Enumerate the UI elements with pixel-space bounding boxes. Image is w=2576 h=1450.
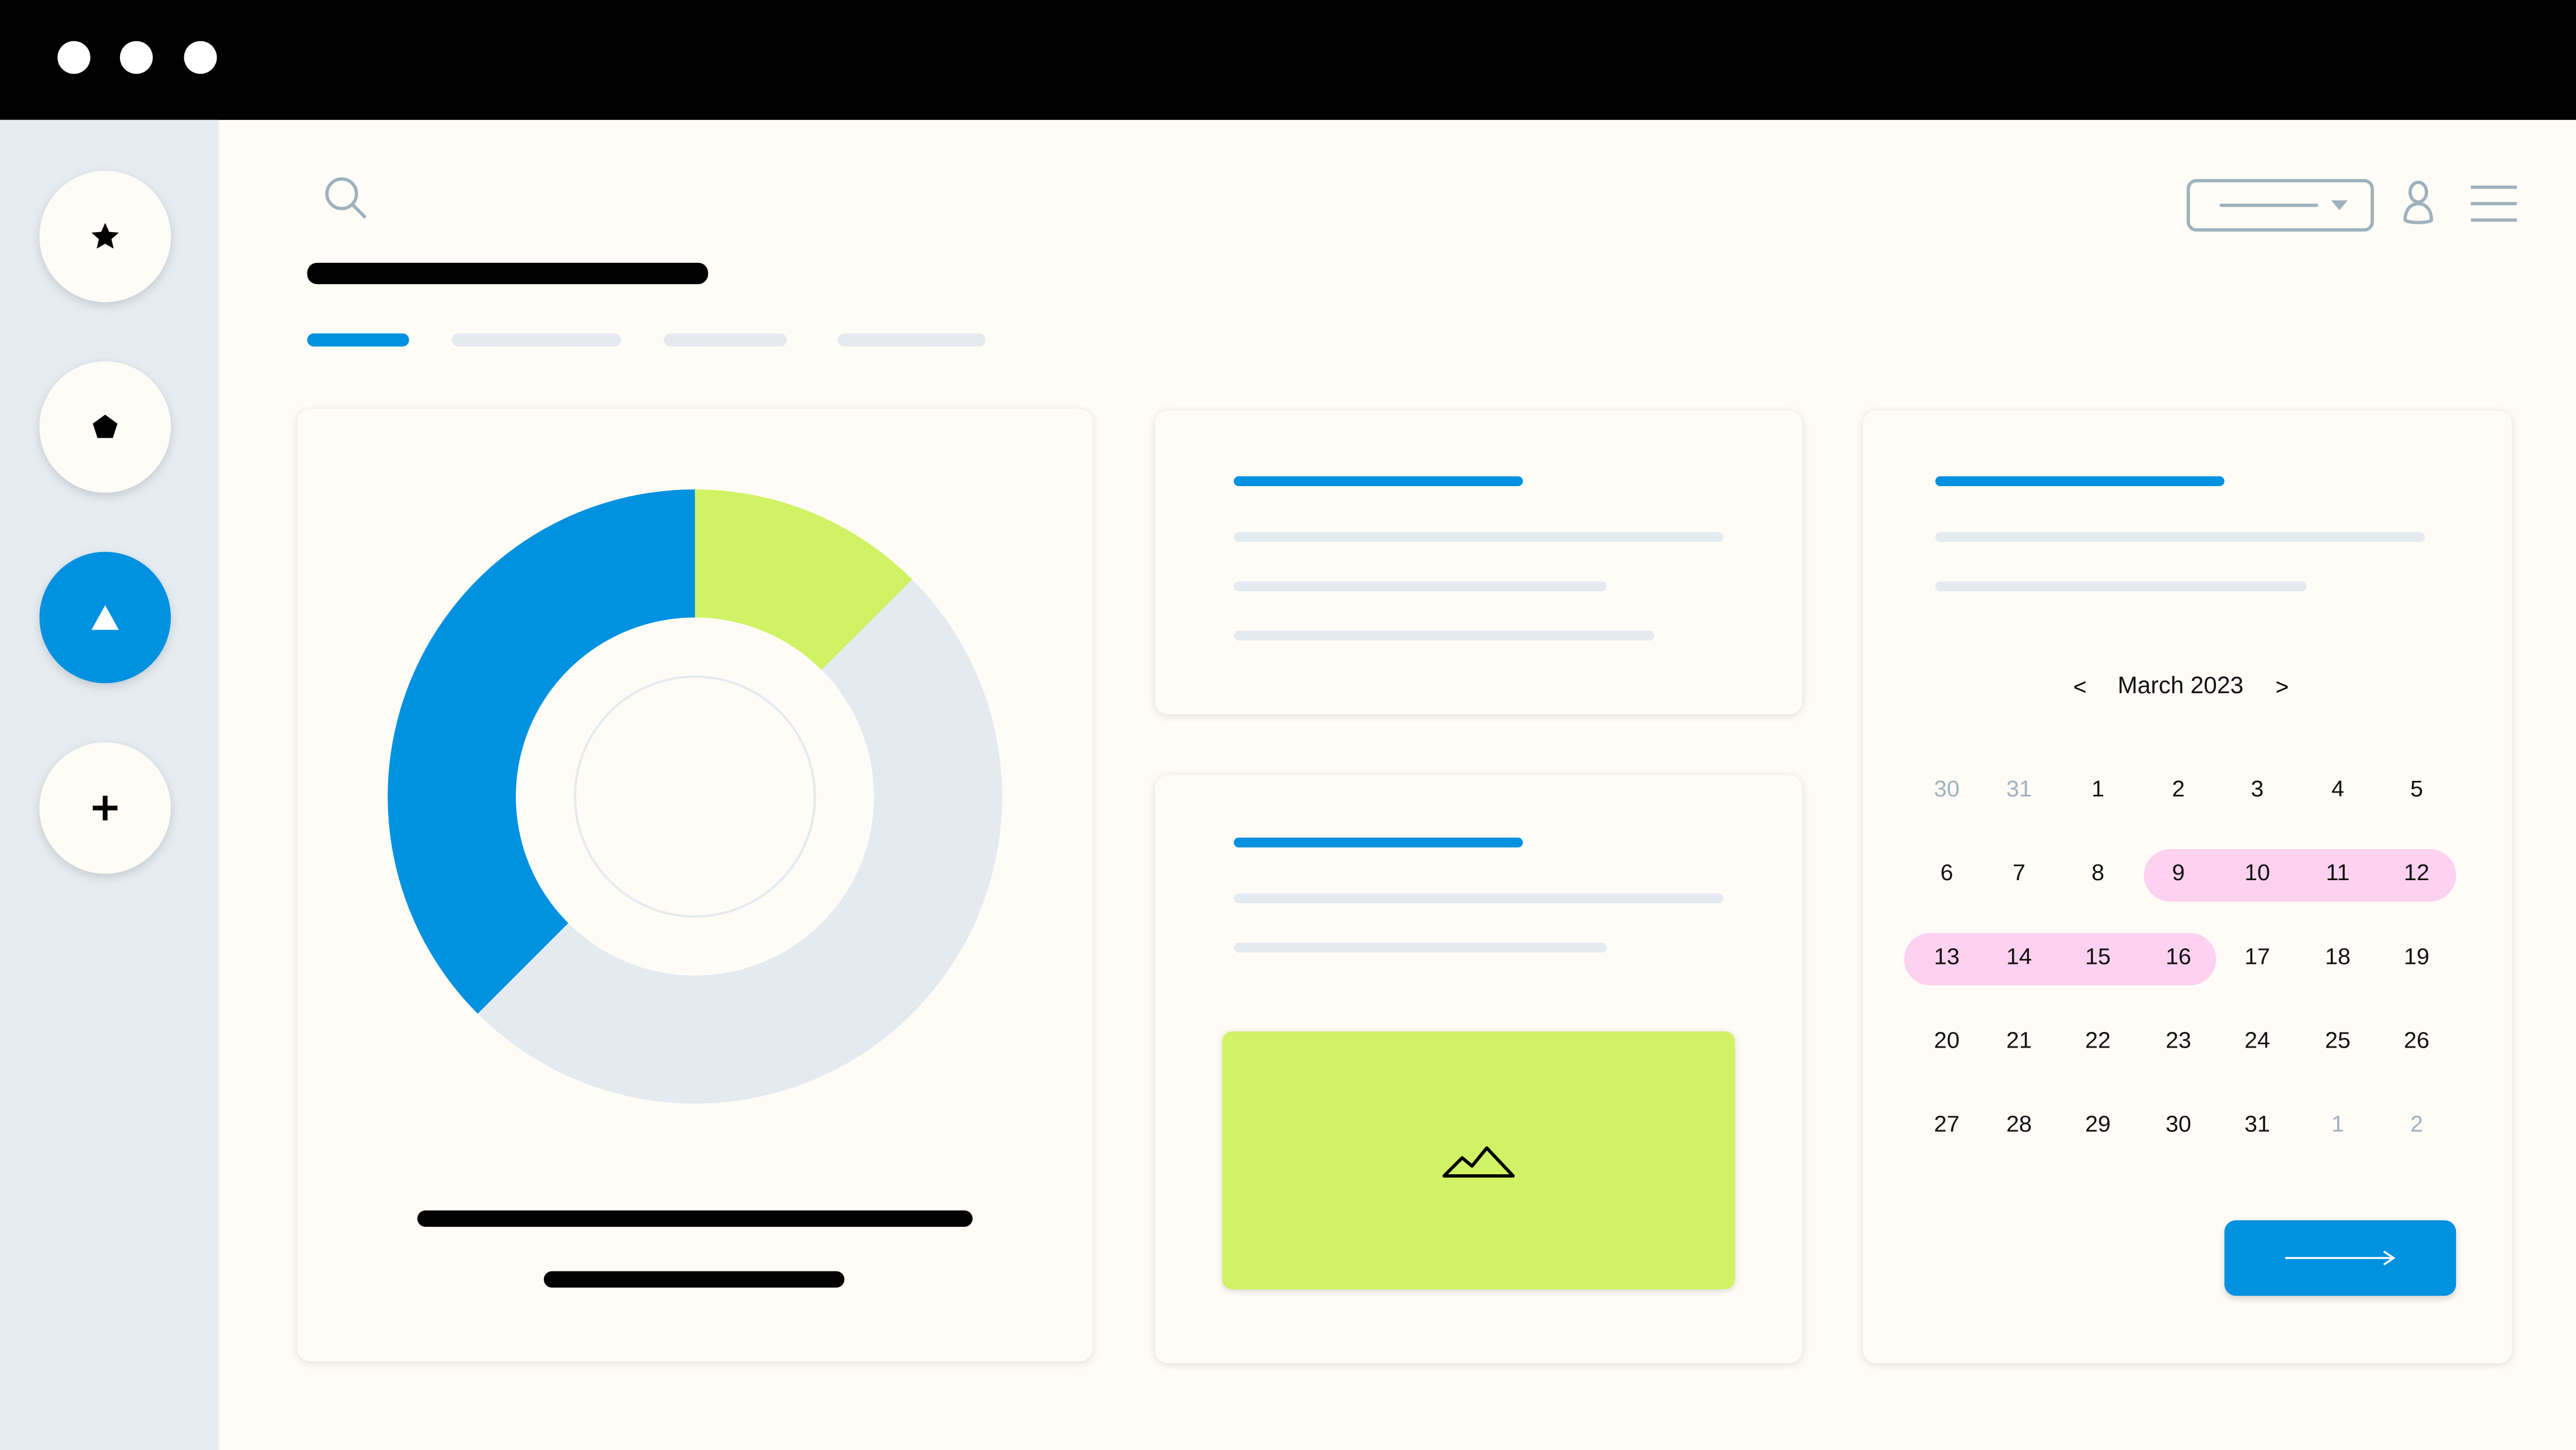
calendar-day[interactable]: 5 bbox=[2410, 775, 2424, 801]
calendar-day[interactable]: 12 bbox=[2403, 858, 2430, 886]
calendar-month-label: March 2023 bbox=[2118, 673, 2244, 700]
text-line-placeholder bbox=[1935, 532, 2425, 542]
tab-1[interactable] bbox=[307, 333, 409, 347]
calendar-day[interactable]: 16 bbox=[2165, 943, 2191, 969]
calendar-day[interactable]: 7 bbox=[2012, 858, 2026, 886]
card-heading-placeholder bbox=[1935, 476, 2225, 487]
calendar-day[interactable]: 6 bbox=[1940, 858, 1953, 886]
calendar-day[interactable]: 18 bbox=[2325, 943, 2351, 969]
calendar-day[interactable]: 1 bbox=[2091, 775, 2105, 801]
date-range-highlight bbox=[1904, 933, 2216, 986]
user-icon[interactable] bbox=[2400, 180, 2436, 227]
donut-segment-2[interactable] bbox=[387, 489, 695, 1014]
text-line-placeholder bbox=[1233, 630, 1655, 641]
calendar-day[interactable]: 3 bbox=[2251, 775, 2264, 801]
info-card bbox=[1155, 410, 1803, 715]
text-line-placeholder bbox=[1233, 893, 1723, 904]
calendar-day[interactable]: 30 bbox=[1934, 775, 1960, 801]
title-bar bbox=[0, 0, 2576, 120]
text-line-placeholder bbox=[1233, 943, 1607, 953]
sidebar-item-pentagon[interactable] bbox=[39, 361, 171, 493]
donut-chart-card bbox=[297, 409, 1093, 1362]
calendar-day[interactable]: 29 bbox=[2085, 1110, 2111, 1137]
dropdown-select[interactable] bbox=[2186, 179, 2374, 232]
image-mountain-icon bbox=[1442, 1145, 1515, 1177]
calendar-day[interactable]: 21 bbox=[2006, 1026, 2032, 1053]
calendar-next-button[interactable]: > bbox=[2275, 673, 2289, 700]
calendar-day[interactable]: 31 bbox=[2006, 775, 2032, 801]
calendar-day[interactable]: 23 bbox=[2165, 1026, 2191, 1053]
text-line-placeholder bbox=[1233, 581, 1607, 592]
calendar-day[interactable]: 10 bbox=[2244, 858, 2271, 886]
date-range-highlight bbox=[2144, 849, 2457, 902]
calendar-day[interactable]: 11 bbox=[2325, 858, 2350, 886]
pentagon-icon bbox=[93, 415, 118, 438]
calendar-day[interactable]: 19 bbox=[2403, 943, 2430, 969]
donut-segment-0[interactable] bbox=[695, 489, 912, 670]
text-line-placeholder bbox=[1935, 581, 2307, 592]
sidebar-item-triangle[interactable] bbox=[39, 551, 171, 684]
calendar-day[interactable]: 15 bbox=[2085, 943, 2111, 969]
tab-4[interactable] bbox=[837, 333, 986, 347]
calendar-prev-button[interactable]: < bbox=[2073, 673, 2087, 700]
hamburger-menu-icon[interactable] bbox=[2469, 184, 2518, 224]
donut-chart bbox=[387, 489, 1002, 1104]
arrow-right-icon bbox=[2284, 1250, 2395, 1266]
card-heading-placeholder bbox=[1233, 476, 1523, 487]
calendar-day[interactable]: 14 bbox=[2006, 943, 2032, 969]
search-icon[interactable] bbox=[324, 176, 370, 222]
donut-inner-ring bbox=[573, 675, 816, 918]
calendar-day[interactable]: 20 bbox=[1934, 1026, 1960, 1053]
media-card bbox=[1155, 775, 1803, 1363]
sidebar-item-add[interactable] bbox=[39, 742, 171, 874]
calendar-day[interactable]: 31 bbox=[2244, 1110, 2271, 1137]
calendar-confirm-button[interactable] bbox=[2224, 1220, 2457, 1296]
calendar-day[interactable]: 26 bbox=[2403, 1026, 2430, 1053]
window-close-button[interactable] bbox=[57, 41, 90, 74]
star-icon bbox=[91, 223, 119, 249]
calendar-day[interactable]: 24 bbox=[2244, 1026, 2271, 1053]
calendar-day[interactable]: 13 bbox=[1934, 943, 1960, 969]
card-heading-placeholder bbox=[1233, 837, 1523, 848]
chart-caption-placeholder bbox=[417, 1210, 973, 1227]
calendar-day[interactable]: 30 bbox=[2165, 1110, 2191, 1137]
calendar-day[interactable]: 4 bbox=[2331, 775, 2344, 801]
page-title-placeholder bbox=[307, 262, 708, 285]
calendar-day[interactable]: 8 bbox=[2091, 858, 2105, 886]
triangle-icon bbox=[91, 605, 119, 630]
calendar-day[interactable]: 27 bbox=[1934, 1110, 1960, 1137]
sidebar-item-star[interactable] bbox=[39, 171, 171, 303]
text-line-placeholder bbox=[1233, 532, 1723, 542]
chart-subcaption-placeholder bbox=[544, 1271, 845, 1288]
calendar-day[interactable]: 9 bbox=[2172, 858, 2185, 886]
plus-icon bbox=[93, 795, 118, 820]
calendar-day[interactable]: 17 bbox=[2244, 943, 2271, 969]
tab-2[interactable] bbox=[452, 333, 621, 347]
calendar-day[interactable]: 1 bbox=[2331, 1110, 2344, 1137]
donut-segment-1[interactable] bbox=[477, 579, 1002, 1104]
calendar-day[interactable]: 28 bbox=[2006, 1110, 2032, 1137]
calendar-day[interactable]: 25 bbox=[2325, 1026, 2351, 1053]
calendar-day[interactable]: 22 bbox=[2085, 1026, 2111, 1053]
calendar-day[interactable]: 2 bbox=[2410, 1110, 2424, 1137]
image-placeholder[interactable] bbox=[1222, 1031, 1735, 1289]
window-maximize-button[interactable] bbox=[184, 41, 217, 74]
tab-3[interactable] bbox=[663, 333, 787, 347]
window-minimize-button[interactable] bbox=[119, 41, 153, 74]
chevron-down-icon bbox=[2331, 200, 2348, 210]
calendar-day[interactable]: 2 bbox=[2172, 775, 2185, 801]
